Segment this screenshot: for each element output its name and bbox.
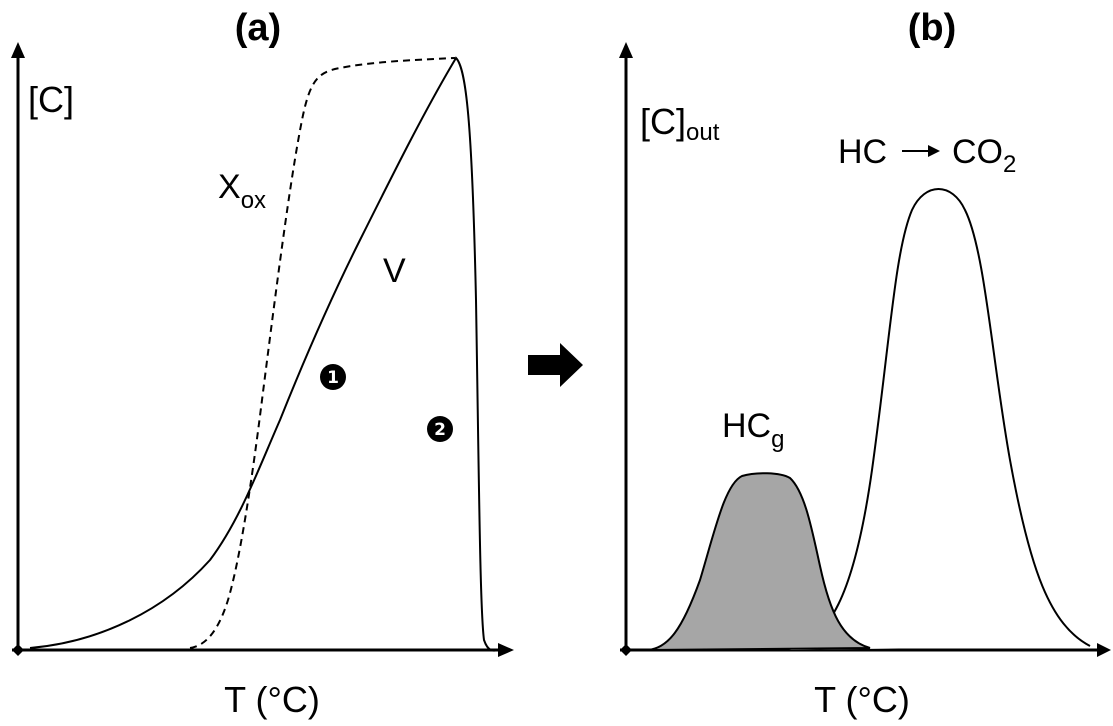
panel-b-origin-diamond <box>620 644 632 656</box>
panel-a-y-arrowhead <box>11 42 25 58</box>
panel-b: (b) [C]out T (°C) HCg HC CO2 <box>619 7 1111 720</box>
panel-a-title: (a) <box>235 7 281 49</box>
panel-b-title: (b) <box>908 7 957 49</box>
right-arrow-icon <box>528 343 583 387</box>
panel-a-x-arrowhead <box>498 643 514 657</box>
panel-a-xox-label: Xox <box>218 168 266 214</box>
panel-a: (a) [C] T (°C) Xox V 1 2 <box>11 7 514 720</box>
conversion-to-sub: 2 <box>1003 151 1016 178</box>
conversion-peak-label: HC CO2 <box>838 133 1016 178</box>
conversion-peak <box>780 189 1090 650</box>
conversion-to-label: CO2 <box>952 133 1016 178</box>
panel-b-x-axis-label: T (°C) <box>814 679 910 720</box>
hcg-label-main: HC <box>722 407 771 445</box>
marker-2-label: 2 <box>434 420 446 440</box>
panel-b-y-axis-label: [C]out <box>640 101 720 146</box>
panel-a-marker-2: 2 <box>427 416 453 442</box>
panel-b-y-axis-label-main: [C] <box>640 101 686 142</box>
marker-1-label: 1 <box>327 368 339 388</box>
conversion-to-main: CO <box>952 133 1003 171</box>
hcg-peak-label: HCg <box>722 407 784 453</box>
hcg-label-sub: g <box>771 426 784 453</box>
hcg-peak <box>648 473 870 650</box>
panel-b-x-arrowhead <box>1097 643 1111 657</box>
conversion-arrow-icon <box>928 145 940 157</box>
panel-a-xox-curve <box>190 58 455 648</box>
panel-a-origin-diamond <box>12 644 24 656</box>
panel-a-v-curve <box>30 58 500 651</box>
panel-b-y-arrowhead <box>619 42 633 58</box>
conversion-from-label: HC <box>838 133 887 171</box>
panel-a-marker-1: 1 <box>320 364 346 390</box>
panel-a-x-axis-label: T (°C) <box>224 679 320 720</box>
panel-a-y-axis-label: [C] <box>28 79 74 120</box>
panel-a-axes <box>11 42 514 657</box>
panel-a-xox-label-main: X <box>218 168 241 206</box>
panel-a-xox-label-sub: ox <box>241 187 266 214</box>
panel-b-y-axis-label-sub: out <box>686 119 720 146</box>
panel-a-v-label: V <box>383 252 406 290</box>
